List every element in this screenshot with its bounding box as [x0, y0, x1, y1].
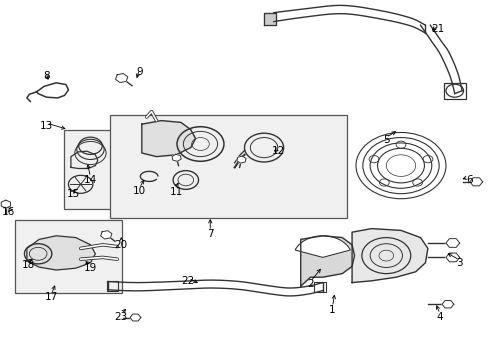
Polygon shape [236, 156, 245, 163]
Text: 15: 15 [66, 189, 80, 199]
Text: 23: 23 [114, 312, 128, 322]
Polygon shape [130, 314, 141, 321]
Polygon shape [300, 236, 354, 286]
Polygon shape [445, 239, 459, 247]
Bar [63, 130, 132, 209]
Text: 16: 16 [2, 207, 16, 217]
Polygon shape [1, 200, 11, 208]
Text: 14: 14 [83, 175, 97, 185]
Text: 12: 12 [271, 146, 285, 156]
Text: 7: 7 [206, 229, 213, 239]
Text: 11: 11 [169, 186, 183, 197]
Polygon shape [445, 253, 459, 262]
Polygon shape [172, 154, 181, 161]
Bar [314, 282, 325, 292]
Text: 9: 9 [136, 67, 142, 77]
Text: 5: 5 [382, 135, 389, 145]
Text: 3: 3 [455, 258, 462, 268]
Polygon shape [27, 236, 95, 270]
Polygon shape [115, 73, 127, 82]
Polygon shape [101, 231, 112, 239]
Text: 19: 19 [83, 263, 97, 273]
Polygon shape [351, 229, 427, 283]
Text: 10: 10 [133, 186, 145, 196]
Bar [110, 115, 346, 218]
Text: 20: 20 [115, 240, 127, 250]
Text: 21: 21 [430, 24, 444, 34]
Text: 6: 6 [465, 175, 472, 185]
Text: 17: 17 [44, 292, 58, 302]
Polygon shape [142, 121, 195, 157]
Wedge shape [295, 236, 349, 257]
Text: 22: 22 [181, 276, 195, 286]
Polygon shape [469, 178, 482, 186]
Bar [443, 83, 465, 99]
Polygon shape [264, 13, 276, 25]
Text: 4: 4 [436, 312, 443, 322]
Text: 2: 2 [306, 279, 313, 289]
Bar [106, 281, 118, 291]
Text: 13: 13 [40, 121, 53, 131]
Text: 8: 8 [43, 71, 50, 81]
Text: 1: 1 [328, 305, 335, 315]
Bar [15, 220, 122, 293]
Text: 18: 18 [21, 260, 35, 270]
Polygon shape [441, 301, 453, 308]
